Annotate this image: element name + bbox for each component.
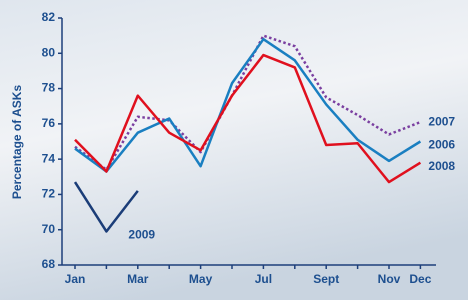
x-tick-label: May: [189, 272, 213, 286]
x-tick-label: Jul: [255, 272, 272, 286]
series-label: 2009: [128, 228, 155, 242]
x-tick-label: Mar: [127, 272, 149, 286]
y-tick-label: 68: [42, 257, 56, 271]
series-label: 2007: [428, 114, 455, 128]
x-tick-label: Jan: [65, 272, 86, 286]
x-tick-label: Dec: [409, 272, 431, 286]
y-tick-label: 78: [42, 81, 56, 95]
chart: Percentage of ASKs 68 70 72 74 76 78 80 82 Jan Ma…: [0, 0, 468, 300]
series-label: 2008: [428, 159, 455, 173]
y-tick-label: 76: [42, 116, 56, 130]
y-tick-label: 82: [42, 10, 56, 24]
y-axis-label: Percentage of ASKs: [10, 85, 24, 200]
series-label: 2006: [428, 138, 455, 152]
y-tick-label: 80: [42, 45, 56, 59]
y-tick-label: 72: [42, 187, 56, 201]
x-tick-label: Nov: [378, 272, 401, 286]
y-tick-label: 70: [42, 222, 56, 236]
x-tick-label: Sept: [313, 272, 339, 286]
background: [0, 0, 468, 300]
page: {"chart_data": {"type": "line", "y_label…: [0, 0, 468, 300]
y-tick-label: 74: [42, 151, 56, 165]
